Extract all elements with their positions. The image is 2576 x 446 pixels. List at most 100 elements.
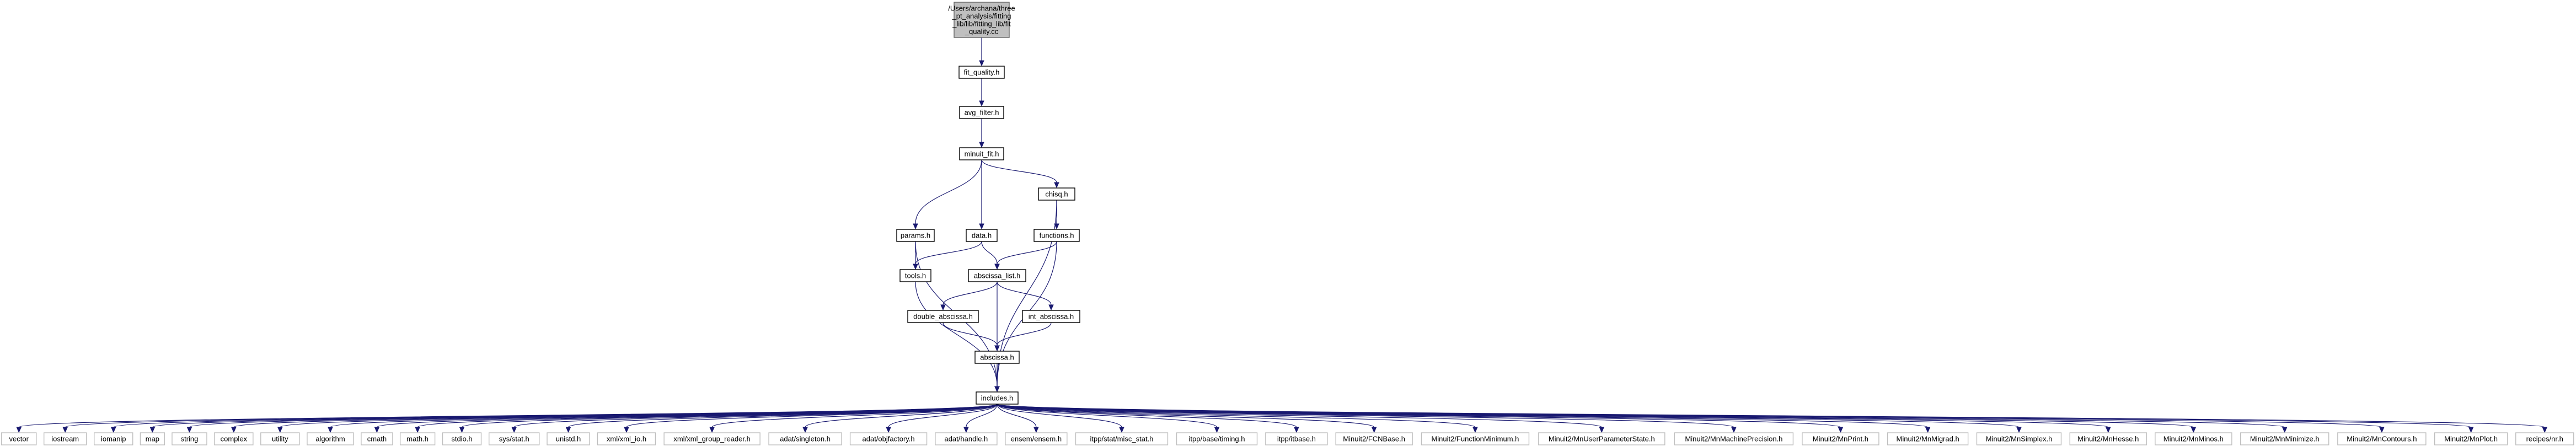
header-node-abscissa[interactable]: abscissa.h — [974, 351, 1020, 364]
external-header-node[interactable]: Minuit2/MnPrint.h — [1802, 432, 1879, 445]
source-file-node-label: _quality.cc — [965, 28, 999, 36]
edge-minuit-fit-to-data — [979, 160, 984, 230]
edge-abscissa-list-to-abscissa — [994, 282, 1000, 352]
external-header-node[interactable]: Minuit2/MnMinimize.h — [2240, 432, 2329, 445]
edge-includes-to-leaf-21 — [997, 404, 1299, 433]
edge-abscissa-list-to-int-abscissa — [997, 281, 1054, 311]
external-header-node[interactable]: algorithm — [307, 432, 354, 445]
external-header-node-label: math.h — [406, 435, 429, 443]
external-header-node-label: Minuit2/MnSimplex.h — [1986, 435, 2053, 443]
external-header-node[interactable]: Minuit2/MnUserParameterState.h — [1538, 432, 1665, 445]
external-header-node[interactable]: utility — [260, 432, 300, 445]
edge-includes-to-leaf-18 — [997, 404, 1039, 433]
external-header-node[interactable]: itpp/stat/misc_stat.h — [1075, 432, 1169, 445]
dependency-edges — [16, 37, 2548, 433]
edge-root-to-fit-quality — [979, 37, 984, 67]
edge-includes-to-leaf-20 — [997, 404, 1220, 433]
external-header-node[interactable]: adat/objfactory.h — [849, 432, 928, 445]
external-header-node[interactable]: xml/xml_group_reader.h — [663, 432, 761, 445]
external-header-node[interactable]: sys/stat.h — [489, 432, 540, 445]
edge-fit-quality-to-avg-filter — [979, 78, 984, 107]
external-header-node-label: adat/singleton.h — [780, 435, 831, 443]
header-node-avg-filter[interactable]: avg_filter.h — [959, 106, 1004, 119]
external-header-node[interactable]: Minuit2/MnPlot.h — [2434, 432, 2508, 445]
header-node-tools-label: tools.h — [905, 272, 926, 280]
source-file-node[interactable]: /Users/archana/three_pt_analysis/fitting… — [948, 2, 1015, 38]
header-node-params[interactable]: params.h — [896, 229, 935, 242]
external-header-node[interactable]: Minuit2/MnHesse.h — [2069, 432, 2147, 445]
edge-includes-to-leaf-23 — [997, 404, 1478, 433]
header-node-functions[interactable]: functions.h — [1033, 229, 1080, 242]
external-header-node[interactable]: complex — [214, 432, 254, 445]
external-header-node[interactable]: Minuit2/FCNBase.h — [1335, 432, 1413, 445]
external-header-node-label: complex — [221, 435, 248, 443]
external-header-node[interactable]: math.h — [399, 432, 436, 445]
edge-avg-filter-to-minuit-fit — [979, 119, 984, 148]
edge-int-abscissa-to-abscissa — [994, 322, 1052, 352]
external-header-node[interactable]: ensem/ensem.h — [1005, 432, 1068, 445]
external-header-node[interactable]: xml/xml_io.h — [597, 432, 656, 445]
edge-abscissa-list-to-double-abscissa — [940, 281, 998, 311]
header-node-data[interactable]: data.h — [966, 229, 998, 242]
external-header-node-label: Minuit2/MnHesse.h — [2077, 435, 2139, 443]
external-header-node-label: iostream — [51, 435, 79, 443]
header-node-minuit-fit-label: minuit_fit.h — [965, 150, 999, 158]
external-header-node[interactable]: cmath — [361, 432, 393, 445]
header-node-abscissa-list[interactable]: abscissa_list.h — [968, 269, 1026, 282]
external-header-node[interactable]: string — [172, 432, 207, 445]
external-header-node-label: xml/xml_io.h — [607, 435, 646, 443]
external-header-node[interactable]: iostream — [44, 432, 87, 445]
header-node-int-abscissa[interactable]: int_abscissa.h — [1022, 310, 1080, 323]
external-header-node[interactable]: Minuit2/MnMigrad.h — [1887, 432, 1969, 445]
external-header-node[interactable]: unistd.h — [547, 432, 590, 445]
edge-minuit-fit-to-chisq — [981, 159, 1059, 189]
external-header-node[interactable]: vector — [1, 432, 37, 445]
header-node-double-abscissa[interactable]: double_abscissa.h — [907, 310, 979, 323]
header-node-avg-filter-label: avg_filter.h — [965, 109, 999, 117]
external-header-node[interactable]: Minuit2/MnContours.h — [2337, 432, 2427, 445]
external-header-node[interactable]: adat/singleton.h — [768, 432, 842, 445]
edge-double-abscissa-to-abscissa — [942, 322, 1000, 352]
external-header-node[interactable]: iomanip — [94, 432, 133, 445]
header-node-abscissa-label: abscissa.h — [980, 353, 1014, 362]
edge-includes-to-leaf-17 — [963, 404, 998, 433]
header-node-minuit-fit[interactable]: minuit_fit.h — [959, 147, 1004, 160]
external-header-node[interactable]: Minuit2/MnMachinePrecision.h — [1674, 432, 1794, 445]
external-header-node[interactable]: stdio.h — [442, 432, 482, 445]
external-header-node-label: Minuit2/MnPrint.h — [1813, 435, 1868, 443]
source-file-node-label: _lib/lib/fitting_lib/fit — [952, 20, 1011, 28]
header-node-includes-label: includes.h — [981, 394, 1014, 402]
external-header-node[interactable]: Minuit2/FunctionMinimum.h — [1421, 432, 1530, 445]
external-header-node[interactable]: Minuit2/MnSimplex.h — [1976, 432, 2062, 445]
external-header-node-label: recipes/nr.h — [2526, 435, 2563, 443]
header-node-chisq[interactable]: chisq.h — [1038, 187, 1075, 201]
external-header-node-label: adat/objfactory.h — [863, 435, 915, 443]
source-file-node-label: /Users/archana/three — [948, 4, 1015, 13]
external-header-node[interactable]: map — [140, 432, 165, 445]
header-node-functions-label: functions.h — [1040, 232, 1074, 240]
external-header-node[interactable]: recipes/nr.h — [2515, 432, 2574, 445]
external-header-node[interactable]: itpp/itbase.h — [1265, 432, 1328, 445]
edge-includes-to-leaf-25 — [997, 404, 1737, 433]
external-header-node-label: itpp/base/timing.h — [1189, 435, 1245, 443]
external-header-node-label: vector — [9, 435, 29, 443]
external-header-node[interactable]: Minuit2/MnMinos.h — [2155, 432, 2232, 445]
external-header-node-label: Minuit2/MnContours.h — [2347, 435, 2417, 443]
header-node-includes[interactable]: includes.h — [976, 391, 1019, 405]
external-header-node-label: Minuit2/FCNBase.h — [1343, 435, 1405, 443]
edge-includes-to-leaf-24 — [997, 404, 1605, 433]
header-node-tools[interactable]: tools.h — [899, 269, 931, 282]
edge-includes-to-leaf-15 — [802, 404, 998, 433]
external-header-node-label: cmath — [367, 435, 387, 443]
external-header-node-label: Minuit2/MnPlot.h — [2444, 435, 2498, 443]
external-header-node-label: itpp/itbase.h — [1277, 435, 1316, 443]
edge-includes-to-leaf-22 — [997, 404, 1377, 433]
external-header-node-label: adat/handle.h — [944, 435, 988, 443]
header-node-fit-quality[interactable]: fit_quality.h — [958, 66, 1005, 79]
external-header-node[interactable]: itpp/base/timing.h — [1176, 432, 1258, 445]
external-header-node-label: string — [181, 435, 199, 443]
external-header-node[interactable]: adat/handle.h — [935, 432, 998, 445]
external-header-node-label: sys/stat.h — [499, 435, 529, 443]
external-header-node-label: algorithm — [315, 435, 345, 443]
